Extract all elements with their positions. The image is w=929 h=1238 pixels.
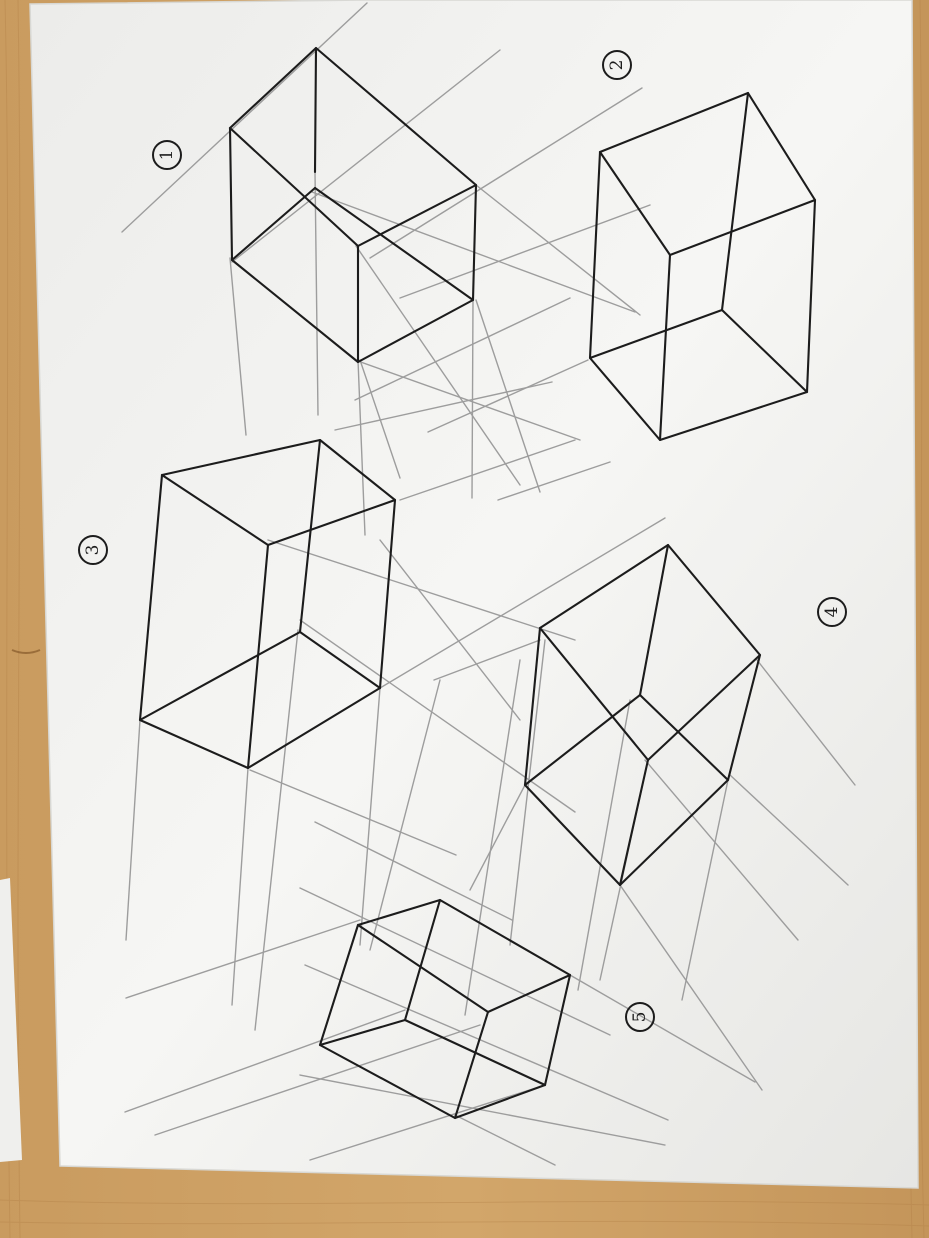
label-1: 1 [152,140,182,170]
label-3-text: 3 [83,545,103,556]
cube-5 [318,898,572,1120]
label-4-text: 4 [822,607,842,618]
label-5: 5 [625,1002,655,1032]
label-1-text: 1 [157,150,177,161]
label-4: 4 [817,597,847,627]
left-sheet [0,878,22,1162]
pencil-guidelines [121,2,856,1166]
label-2-text: 2 [607,60,627,71]
label-2: 2 [602,50,632,80]
paper-sheet [29,0,919,1189]
label-3: 3 [78,535,108,565]
wood-knot [11,649,41,654]
cube-3 [138,438,397,770]
cube-4 [523,543,762,887]
cube-1 [228,46,478,364]
label-5-text: 5 [630,1012,650,1023]
cube-2 [588,91,817,442]
